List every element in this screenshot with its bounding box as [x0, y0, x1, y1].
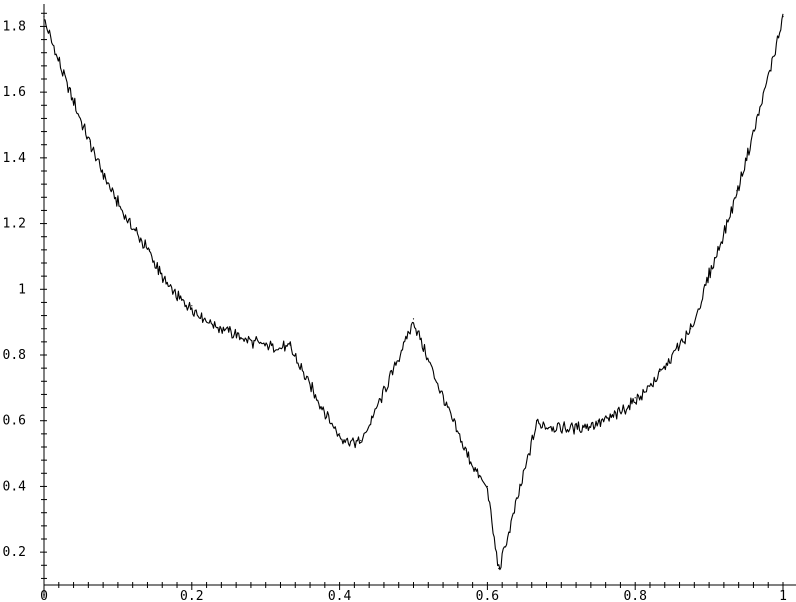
y-tick-label: 0.4: [3, 479, 27, 494]
data-point: [117, 199, 119, 202]
data-point: [498, 567, 500, 570]
data-point: [782, 15, 784, 18]
y-tick-label: 0.8: [3, 348, 26, 363]
data-point: [659, 370, 661, 373]
data-point: [43, 15, 45, 18]
data-point: [676, 344, 678, 346]
y-tick-label: 1.2: [3, 217, 26, 232]
data-point: [339, 433, 341, 435]
x-tick-label: 0.2: [180, 589, 203, 602]
y-tick-label: 1.6: [3, 85, 26, 100]
data-point: [736, 190, 738, 192]
y-tick-label: 0.6: [3, 414, 26, 429]
data-point: [597, 420, 599, 422]
x-tick-label: 0.8: [623, 589, 646, 602]
data-point: [89, 140, 91, 143]
axes: [43, 4, 796, 598]
data-point: [228, 328, 230, 330]
data-point: [465, 449, 467, 451]
data-point: [135, 229, 137, 231]
data-point: [412, 318, 415, 320]
y-tick-label: 1.8: [3, 19, 26, 34]
series-line: [43, 13, 784, 571]
x-tick-label: 0.6: [476, 589, 499, 602]
data-point: [486, 485, 488, 488]
x-tick-label: 0.4: [328, 589, 352, 602]
series-group: [43, 13, 784, 571]
data-point: [360, 439, 362, 442]
y-tick-label: 1: [18, 282, 26, 297]
data-point: [690, 328, 692, 330]
ticks: [40, 12, 784, 590]
data-point: [149, 249, 151, 251]
data-point: [708, 272, 710, 274]
data-point: [166, 282, 168, 284]
data-point: [191, 305, 193, 307]
data-point: [536, 420, 538, 422]
x-tick-label: 0: [40, 589, 48, 602]
data-point: [289, 344, 291, 346]
tick-labels: 0 0.2 0.4 0.6 0.8 1 0.2 0.4 0.6 0.8 1 1.2 1.4 1.6 1.8: [3, 19, 787, 602]
data-point: [634, 397, 636, 399]
y-tick-label: 1.4: [3, 151, 27, 166]
x-tick-label: 1: [779, 589, 787, 602]
y-tick-label: 0.2: [3, 545, 26, 560]
